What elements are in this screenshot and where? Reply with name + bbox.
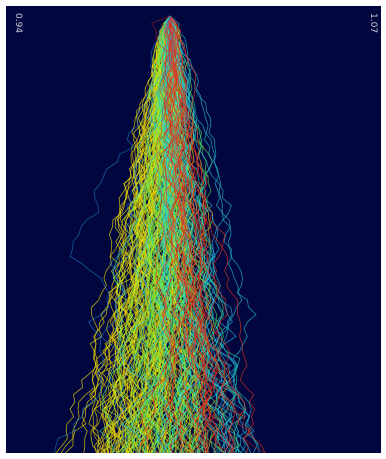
walk-line bbox=[169, 15, 260, 453]
walk-line bbox=[168, 15, 250, 453]
walk-line bbox=[161, 15, 189, 453]
walk-line bbox=[69, 15, 171, 453]
walk-line bbox=[154, 15, 242, 453]
walk-line bbox=[165, 15, 238, 453]
walk-lines-canvas bbox=[53, 15, 266, 453]
scale-min-label: 0.94 bbox=[13, 13, 23, 34]
scale-max-label: 1.07 bbox=[368, 13, 378, 34]
walk-line bbox=[164, 15, 210, 453]
walk-line bbox=[164, 15, 202, 453]
walk-line bbox=[128, 15, 174, 453]
walk-line bbox=[168, 16, 236, 453]
walk-line bbox=[151, 15, 247, 453]
walk-line bbox=[154, 15, 184, 453]
walk-line bbox=[116, 15, 171, 453]
walk-line bbox=[166, 15, 232, 453]
walk-line bbox=[166, 15, 223, 453]
walk-line bbox=[169, 15, 226, 453]
walk-line bbox=[158, 15, 266, 453]
walk-line bbox=[108, 15, 176, 453]
walk-line bbox=[140, 15, 175, 453]
walk-line bbox=[169, 15, 248, 453]
walk-line bbox=[161, 15, 188, 453]
walk-line bbox=[53, 15, 172, 453]
walk-line bbox=[128, 15, 173, 453]
random-walk-plot: 0.94 1.07 bbox=[6, 6, 381, 453]
walk-line bbox=[169, 15, 200, 453]
